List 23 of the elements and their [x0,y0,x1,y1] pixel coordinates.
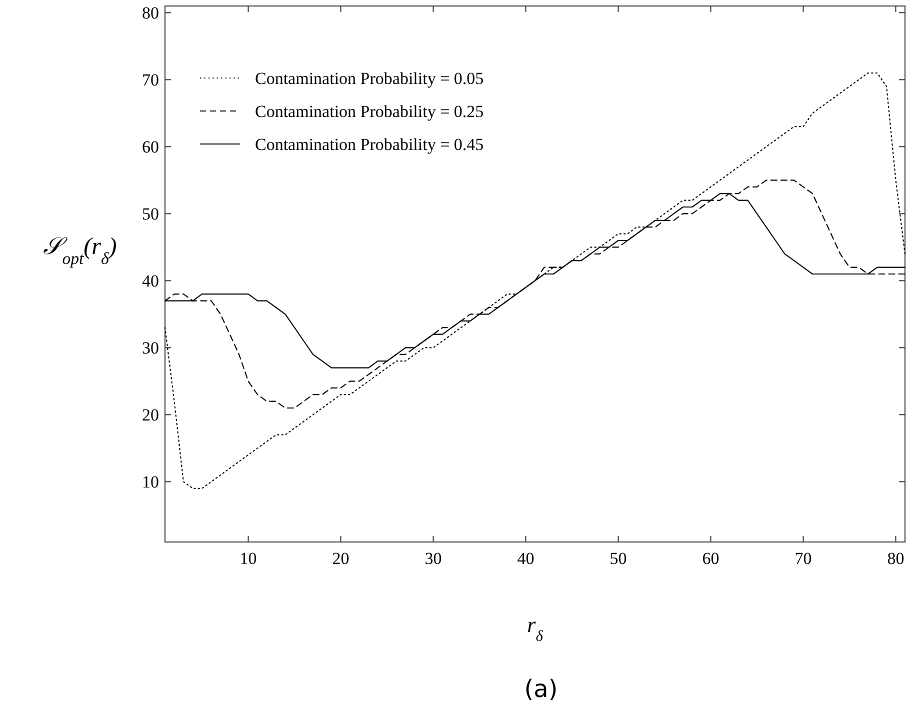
y-tick-label: 10 [142,472,159,492]
y-tick-label: 50 [142,204,159,224]
text: (a) [524,675,558,703]
y-tick-label: 60 [142,138,159,157]
y-tick-label: 70 [142,70,159,90]
y-axis-title: 𝒮$_{opt}$(r$_{δ}$) [43,234,117,268]
x-tick-label: 80 [887,549,904,568]
x-tick-label: 20 [332,549,350,568]
x-tick-label: 10 [240,549,257,568]
y-tick-label: 20 [142,406,159,425]
legend-label: Contamination Probability = 0.05 [255,68,484,88]
x-tick-label: 30 [424,549,442,568]
x-tick-label: 60 [702,549,720,568]
y-tick-label: 30 [142,338,159,358]
x-tick-label: 70 [794,549,812,568]
x-axis-title: r$_{δ}$ [527,612,544,644]
legend-label: Contamination Probability = 0.25 [255,102,484,121]
y-tick-label: 80 [142,4,159,23]
y-tick-label: 40 [142,272,159,291]
x-tick-label: 50 [610,549,627,568]
line-series [164,72,906,489]
legend-label: Contamination Probability = 0.45 [255,134,484,154]
x-tick-label: 40 [517,549,534,568]
